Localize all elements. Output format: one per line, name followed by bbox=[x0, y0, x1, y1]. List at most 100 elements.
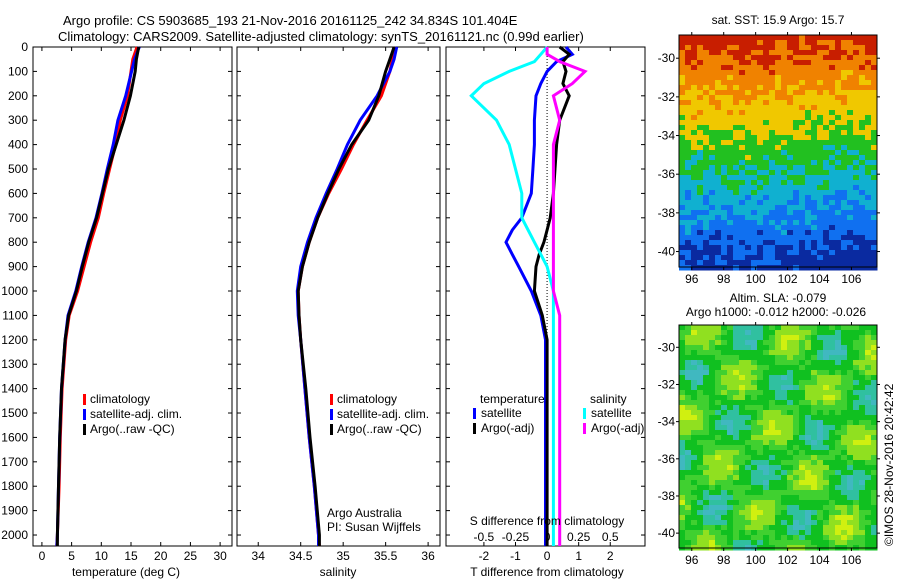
map-cell bbox=[829, 325, 836, 331]
map-cell bbox=[691, 145, 698, 151]
map-cell bbox=[679, 395, 686, 401]
map-cell bbox=[823, 100, 830, 106]
map-cell bbox=[811, 530, 818, 536]
map-cell bbox=[871, 465, 878, 471]
map-cell bbox=[787, 410, 794, 416]
map-cell bbox=[727, 50, 734, 56]
map-cell bbox=[805, 375, 812, 381]
map-cell bbox=[823, 45, 830, 51]
map-cell bbox=[739, 505, 746, 511]
map-cell bbox=[865, 335, 872, 341]
map-cell bbox=[751, 160, 758, 166]
map-cell bbox=[745, 200, 752, 206]
map-cell bbox=[769, 190, 776, 196]
map-cell bbox=[751, 385, 758, 391]
map-cell bbox=[805, 55, 812, 61]
map-cell bbox=[745, 210, 752, 216]
map-cell bbox=[697, 450, 704, 456]
map-cell bbox=[685, 365, 692, 371]
map-cell bbox=[835, 75, 842, 81]
map-cell bbox=[691, 380, 698, 386]
map-cell bbox=[829, 165, 836, 171]
map-cell bbox=[703, 75, 710, 81]
map-cell bbox=[871, 80, 878, 86]
map-cell bbox=[835, 170, 842, 176]
map-cell bbox=[685, 510, 692, 516]
map-cell bbox=[721, 45, 728, 51]
map-cell bbox=[799, 520, 806, 526]
map-cell bbox=[799, 220, 806, 226]
legend-title: salinity bbox=[590, 392, 627, 406]
map-cell bbox=[781, 100, 788, 106]
map-cell bbox=[793, 205, 800, 211]
map-cell bbox=[745, 460, 752, 466]
map-cell bbox=[757, 260, 764, 266]
map-cell bbox=[709, 410, 716, 416]
map-cell bbox=[799, 410, 806, 416]
map-cell bbox=[751, 145, 758, 151]
map-cell bbox=[805, 130, 812, 136]
map-cell bbox=[853, 500, 860, 506]
map-cell bbox=[763, 455, 770, 461]
map-cell bbox=[865, 525, 872, 531]
map-cell bbox=[775, 195, 782, 201]
map-cell bbox=[691, 40, 698, 46]
map-cell bbox=[739, 240, 746, 246]
map-cell bbox=[709, 460, 716, 466]
map-cell bbox=[751, 490, 758, 496]
map-cell bbox=[853, 55, 860, 61]
map-cell bbox=[763, 395, 770, 401]
map-cell bbox=[817, 480, 824, 486]
map-cell bbox=[685, 45, 692, 51]
map-cell bbox=[865, 530, 872, 536]
map-cell bbox=[793, 255, 800, 261]
map-cell bbox=[751, 360, 758, 366]
map-cell bbox=[679, 120, 686, 126]
map-cell bbox=[829, 225, 836, 231]
map-cell bbox=[823, 185, 830, 191]
map-cell bbox=[817, 40, 824, 46]
map-cell bbox=[799, 155, 806, 161]
map-cell bbox=[805, 140, 812, 146]
map-cell bbox=[709, 50, 716, 56]
map-cell bbox=[841, 185, 848, 191]
map-cell bbox=[841, 430, 848, 436]
map-cell bbox=[853, 485, 860, 491]
map-cell bbox=[679, 50, 686, 56]
map-cell bbox=[727, 415, 734, 421]
x-tick-label: 34.5 bbox=[289, 549, 313, 563]
map-cell bbox=[799, 495, 806, 501]
map-cell bbox=[829, 435, 836, 441]
map-cell bbox=[859, 115, 866, 121]
map-cell bbox=[781, 330, 788, 336]
map-cell bbox=[691, 100, 698, 106]
map-cell bbox=[733, 245, 740, 251]
map-cell bbox=[757, 335, 764, 341]
map-cell bbox=[763, 480, 770, 486]
map-cell bbox=[751, 75, 758, 81]
map-cell bbox=[847, 190, 854, 196]
map-cell bbox=[697, 380, 704, 386]
map-cell bbox=[835, 40, 842, 46]
map-cell bbox=[835, 200, 842, 206]
map-cell bbox=[775, 70, 782, 76]
map-cell bbox=[799, 265, 806, 271]
map-cell bbox=[781, 115, 788, 121]
map-cell bbox=[823, 430, 830, 436]
map-cell bbox=[799, 375, 806, 381]
map-cell bbox=[679, 430, 686, 436]
map-cell bbox=[805, 425, 812, 431]
map-cell bbox=[793, 95, 800, 101]
map-cell bbox=[823, 465, 830, 471]
map-cell bbox=[859, 355, 866, 361]
legend-swatch bbox=[330, 409, 333, 420]
map-cell bbox=[757, 200, 764, 206]
map-cell bbox=[871, 330, 878, 336]
map-cell bbox=[787, 510, 794, 516]
map-cell bbox=[769, 475, 776, 481]
map-cell bbox=[829, 230, 836, 236]
map-cell bbox=[721, 350, 728, 356]
map-cell bbox=[697, 260, 704, 266]
map-cell bbox=[817, 425, 824, 431]
map-cell bbox=[679, 135, 686, 141]
